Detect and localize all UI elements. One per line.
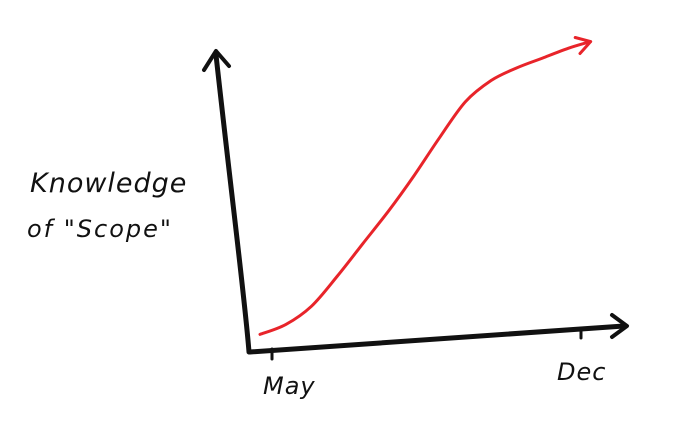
series-arrow-icon-0	[573, 36, 593, 55]
y-axis-label-line-1: Knowledge	[30, 168, 187, 199]
x-tick-label-dec: Dec	[557, 358, 606, 386]
x-axis-arrow-icon	[610, 313, 629, 339]
series-line-0	[258, 40, 593, 336]
y-axis	[213, 52, 252, 355]
y-axis-label-line-2: of "Scope"	[27, 215, 173, 243]
series-layer	[258, 36, 593, 336]
x-tick-label-may: May	[263, 372, 316, 400]
x-axis	[247, 323, 627, 355]
y-axis-arrow-icon	[202, 49, 231, 72]
